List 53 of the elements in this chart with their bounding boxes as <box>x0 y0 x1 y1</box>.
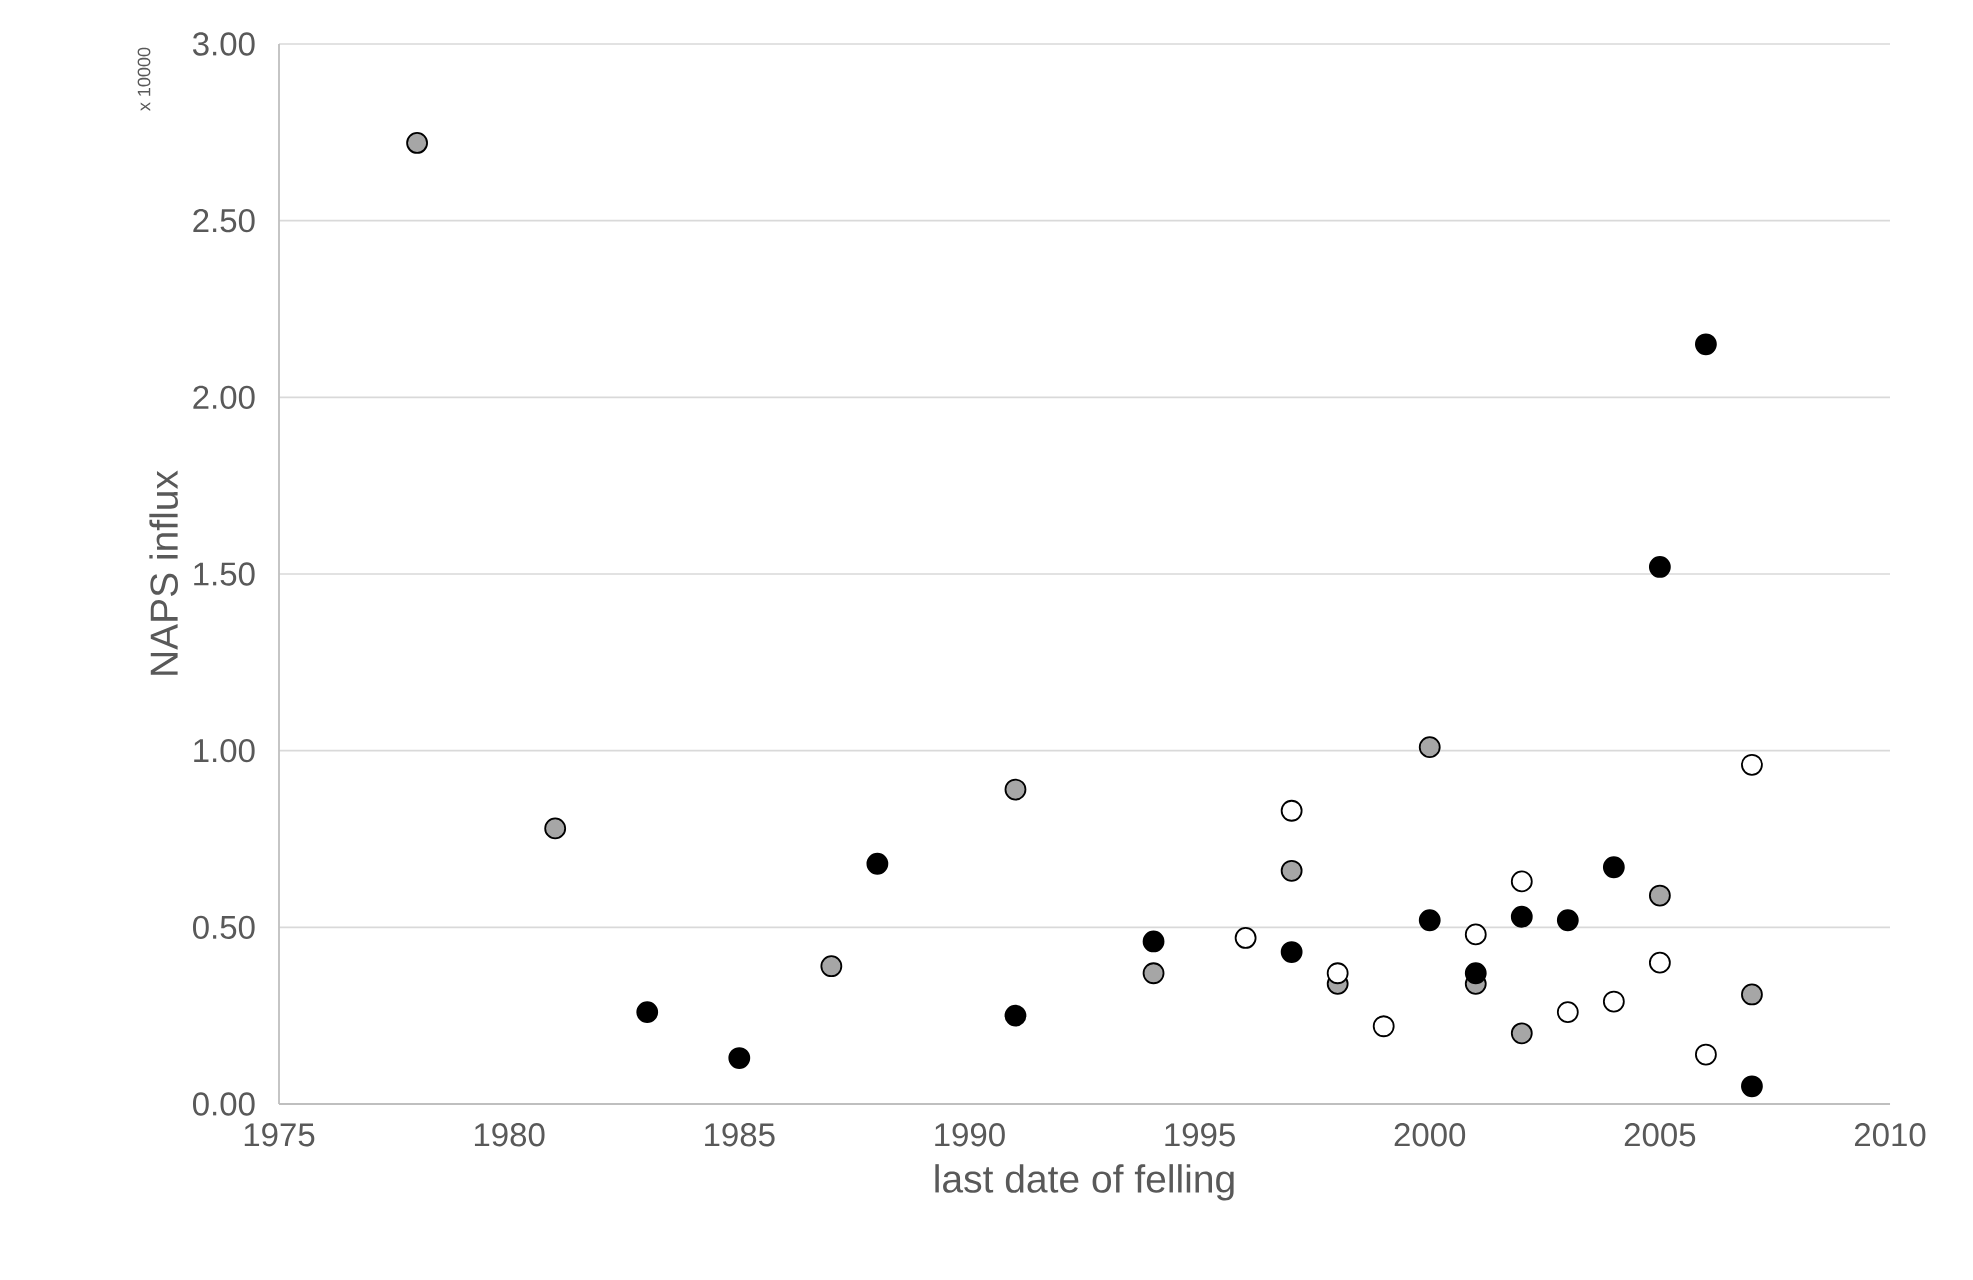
point <box>1510 1022 1533 1045</box>
point <box>1741 983 1763 1006</box>
x-tick-label: 1985 <box>705 1123 775 1147</box>
point <box>1418 736 1441 759</box>
point <box>1142 930 1165 953</box>
x-axis-title: last date of felling <box>935 1164 1234 1201</box>
point <box>1280 799 1303 822</box>
point <box>1602 990 1625 1013</box>
x-tick-label: 1980 <box>474 1123 545 1147</box>
point <box>1510 905 1533 928</box>
point <box>1326 962 1349 985</box>
point <box>1695 1043 1717 1066</box>
point <box>1602 856 1625 879</box>
x-tick-label: 2000 <box>1394 1123 1466 1147</box>
point <box>636 1001 659 1024</box>
y-tick-label: 1.00 <box>194 738 255 763</box>
point <box>1648 951 1671 974</box>
y-tick-label: 1.50 <box>194 562 255 586</box>
point <box>1234 927 1257 949</box>
point <box>1004 1004 1027 1027</box>
point <box>1280 941 1303 963</box>
point <box>1372 1015 1395 1038</box>
point <box>1556 909 1579 932</box>
point <box>1464 923 1487 946</box>
point <box>1004 778 1027 801</box>
point <box>544 817 567 840</box>
point <box>1280 859 1303 882</box>
x-tick-label: 1995 <box>1165 1123 1235 1147</box>
y-tick-label: 2.00 <box>193 385 255 409</box>
point <box>1695 333 1717 356</box>
point <box>728 1047 751 1069</box>
x-tick-label: 2005 <box>1624 1123 1696 1147</box>
x-tick-label: 1975 <box>244 1123 315 1147</box>
point <box>1142 962 1165 985</box>
y-tick-label: 3.00 <box>192 32 255 56</box>
point <box>866 852 889 875</box>
point <box>1464 962 1487 985</box>
point <box>1418 909 1441 932</box>
point <box>1556 1001 1579 1024</box>
y-axis-title: NAPS influx <box>149 470 178 675</box>
y-tick-label: 0.50 <box>193 915 255 940</box>
point <box>1741 753 1763 776</box>
text: x 10000 <box>137 47 151 111</box>
point <box>820 955 843 978</box>
point <box>1648 884 1671 907</box>
point <box>406 132 428 154</box>
x-tick-label: 2010 <box>1854 1123 1926 1147</box>
point <box>1510 870 1533 893</box>
y-tick-label: 0.00 <box>193 1092 255 1116</box>
point <box>1741 1075 1763 1098</box>
y-tick-label: 2.50 <box>193 208 255 233</box>
x-tick-label: 1990 <box>935 1123 1005 1147</box>
point <box>1648 556 1671 578</box>
